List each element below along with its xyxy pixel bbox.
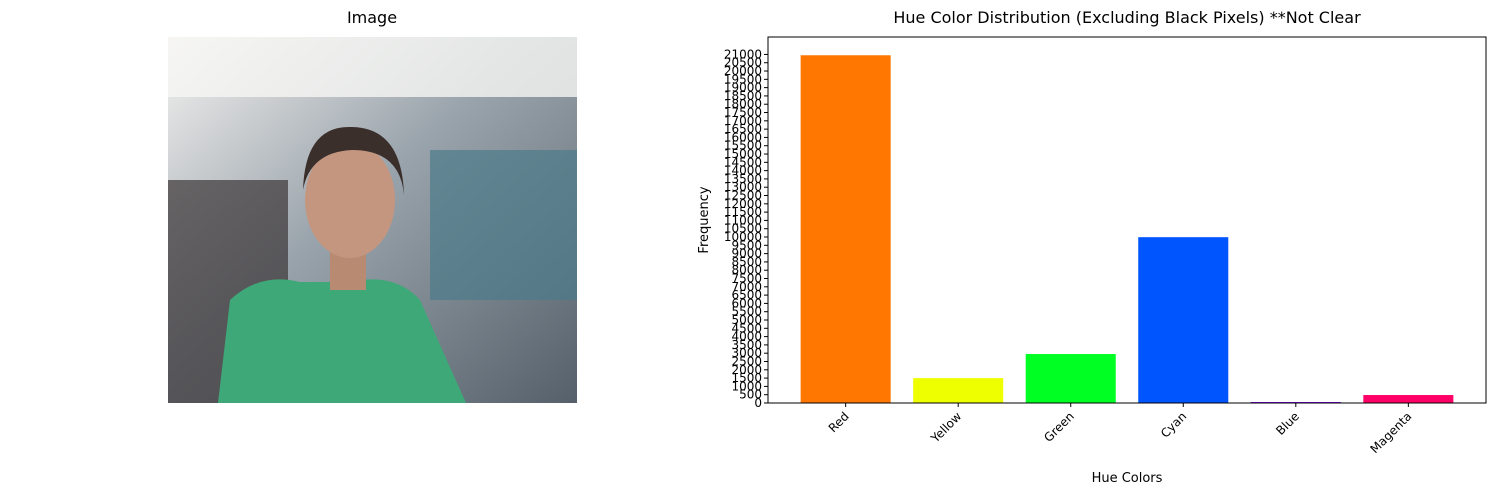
x-tick-label: Green	[1041, 409, 1077, 445]
y-tick-label: 1000	[731, 379, 762, 393]
y-tick-label: 13000	[724, 180, 762, 194]
y-tick-label: 10000	[724, 230, 762, 244]
y-tick-label: 14000	[724, 164, 762, 178]
y-axis-label: Frequency	[697, 186, 712, 253]
y-tick-label: 4000	[731, 330, 762, 344]
y-tick-label: 16000	[724, 130, 762, 144]
bar-panel: Hue Color Distribution (Excluding Black …	[697, 8, 1487, 486]
photo-wall	[430, 150, 577, 300]
x-tick-label: Magenta	[1368, 409, 1415, 456]
y-tick-label: 12500	[724, 189, 762, 203]
image-title: Image	[347, 8, 397, 27]
y-tick-label: 7500	[731, 272, 762, 286]
y-tick-label: 5500	[731, 305, 762, 319]
y-tick-label: 15000	[724, 147, 762, 161]
y-tick-label: 3000	[731, 346, 762, 360]
image-panel: Image	[168, 8, 577, 403]
bar	[1363, 395, 1454, 403]
y-tick-label: 18000	[724, 97, 762, 111]
y-tick-label: 8500	[731, 255, 762, 269]
photo-hair	[303, 126, 404, 195]
x-tick-label: Red	[826, 409, 852, 435]
y-tick-label: 8000	[731, 263, 762, 277]
y-tick-label: 21000	[724, 47, 762, 61]
y-tick-label: 2000	[731, 363, 762, 377]
y-tick-label: 6500	[731, 288, 762, 302]
x-tick-label: Blue	[1273, 409, 1302, 438]
y-tick-label: 9500	[731, 238, 762, 252]
y-tick-label: 19000	[724, 81, 762, 95]
y-tick-label: 15500	[724, 139, 762, 153]
chart-title: Hue Color Distribution (Excluding Black …	[893, 8, 1361, 27]
y-tick-label: 20000	[724, 64, 762, 78]
y-tick-label: 3500	[731, 338, 762, 352]
y-tick-label: 6000	[731, 296, 762, 310]
bar	[913, 378, 1004, 403]
y-tick-label: 11000	[724, 213, 762, 227]
y-tick-label: 20500	[724, 56, 762, 70]
y-tick-label: 14500	[724, 155, 762, 169]
x-tick-label: Cyan	[1158, 409, 1189, 440]
y-tick-label: 11500	[724, 205, 762, 219]
bar	[1138, 237, 1229, 403]
photo-dress	[218, 279, 466, 403]
x-tick-label: Yellow	[928, 409, 965, 446]
y-tick-label: 10500	[724, 222, 762, 236]
bar	[1025, 354, 1116, 403]
y-tick-label: 0	[754, 396, 762, 410]
y-tick-label: 18500	[724, 89, 762, 103]
plot-frame	[767, 36, 1487, 404]
y-tick-label: 17000	[724, 114, 762, 128]
x-axis-label: Hue Colors	[1092, 471, 1163, 486]
y-tick-label: 12000	[724, 197, 762, 211]
y-tick-label: 7000	[731, 280, 762, 294]
photo-face	[305, 142, 395, 258]
y-tick-label: 19500	[724, 72, 762, 86]
y-tick-label: 4500	[731, 321, 762, 335]
y-tick-label: 5000	[731, 313, 762, 327]
y-tick-label: 17500	[724, 106, 762, 120]
bar	[800, 55, 891, 403]
y-tick-label: 1500	[731, 371, 762, 385]
y-tick-label: 2500	[731, 355, 762, 369]
photo-ceiling	[168, 37, 577, 97]
y-tick-label: 13500	[724, 172, 762, 186]
y-tick-label: 9000	[731, 247, 762, 261]
y-tick-label: 16500	[724, 122, 762, 136]
y-tick-label: 500	[739, 388, 762, 402]
